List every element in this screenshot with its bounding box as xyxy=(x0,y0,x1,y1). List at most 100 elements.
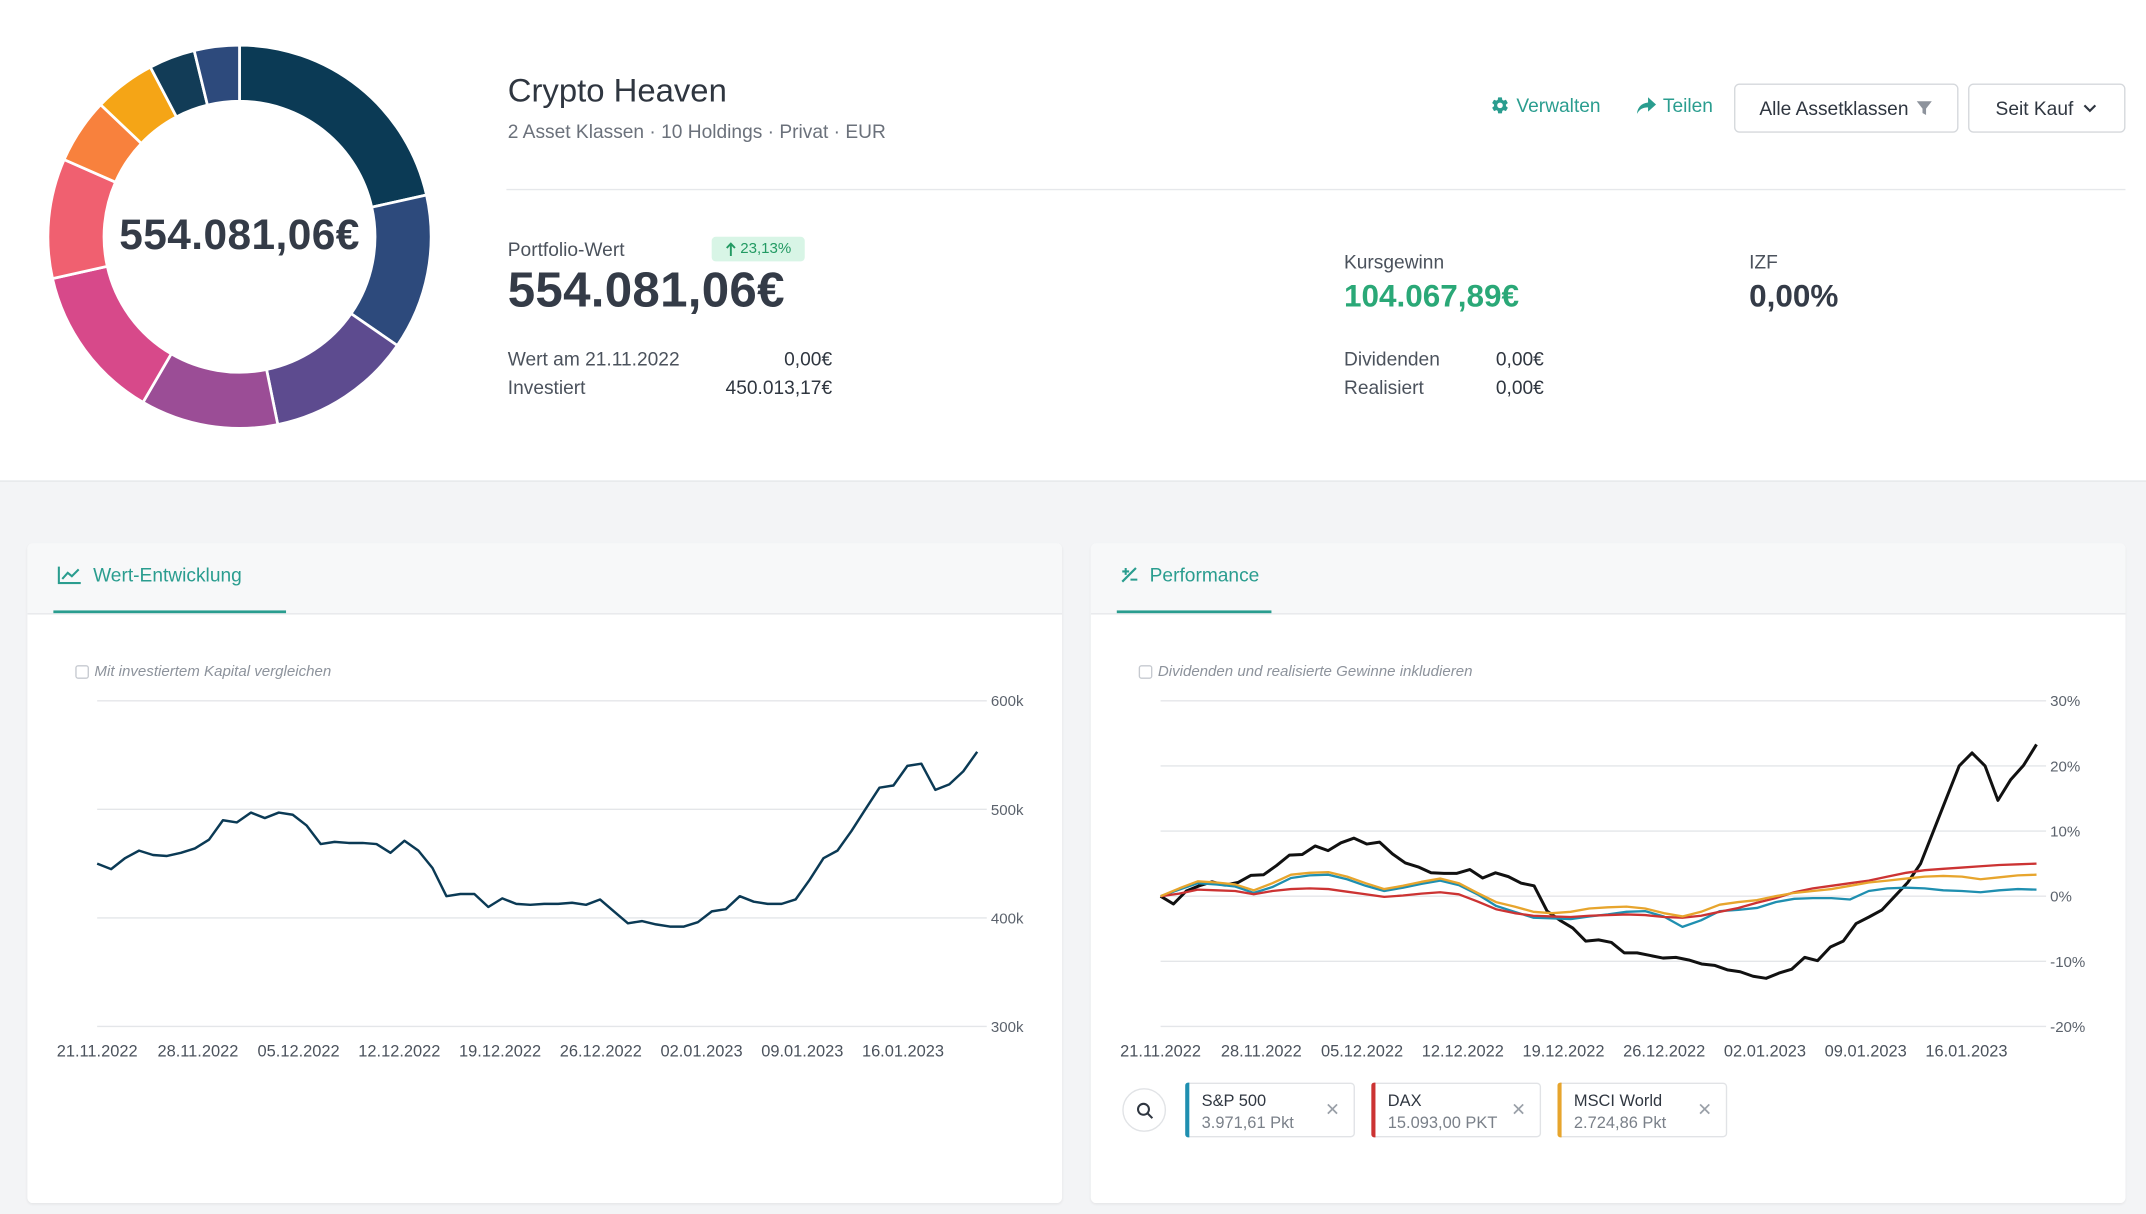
period-dropdown[interactable]: Seit Kauf xyxy=(1968,83,2126,133)
realized-label: Realisiert xyxy=(1343,376,1424,399)
x-tick-label: 09.01.2023 xyxy=(1825,1043,1907,1061)
gear-icon xyxy=(1492,97,1508,114)
value-line-chart[interactable]: 600k 500k 400k 300k 21.11.2022 28.11.2022 05.1… xyxy=(27,680,1062,1091)
value-card-header: Wert-Entwicklung xyxy=(27,543,1063,615)
performance-line-chart[interactable]: 30% 20% 10% 0% -10% -20% 21.11.2022 28.11.2022 0… xyxy=(1091,680,2126,1091)
x-tick-label: 28.11.2022 xyxy=(157,1043,238,1061)
include-dividends-checkbox-row[interactable]: Dividenden und realisierte Gewinne inklu… xyxy=(1138,663,1473,681)
filter-funnel-icon xyxy=(1917,101,1933,115)
benchmark-value: 2.724,86 Pkt xyxy=(1573,1112,1667,1132)
percent-icon xyxy=(1121,567,1138,583)
active-tab-indicator xyxy=(1116,610,1272,614)
remove-benchmark-icon[interactable]: ✕ xyxy=(1324,1099,1340,1120)
series-line-msci-world[interactable] xyxy=(1160,870,2037,918)
y-tick-label: 300k xyxy=(991,1019,1024,1036)
benchmark-value: 15.093,00 PKT xyxy=(1387,1112,1498,1132)
dividends-label: Dividenden xyxy=(1343,347,1440,370)
x-tick-label: 21.11.2022 xyxy=(57,1043,138,1061)
portfolio-subtitle: 2 Asset Klassen · 10 Holdings · Privat ·… xyxy=(507,120,886,143)
benchmark-chip-msci-world[interactable]: MSCI World 2.724,86 Pkt ✕ xyxy=(1557,1082,1728,1138)
active-tab-indicator xyxy=(53,610,287,614)
allocation-donut-svg xyxy=(46,43,433,430)
portfolio-name: Crypto Heaven xyxy=(507,72,727,110)
value-development-card: Wert-Entwicklung Mit investiertem Kapita… xyxy=(27,543,1063,1204)
remove-benchmark-icon[interactable]: ✕ xyxy=(1511,1099,1527,1120)
donut-segment-10[interactable] xyxy=(192,43,241,107)
x-tick-label: 28.11.2022 xyxy=(1221,1043,1302,1061)
x-tick-label: 12.12.2022 xyxy=(1422,1043,1504,1061)
realized-value: 0,00€ xyxy=(1495,376,1544,399)
share-arrow-icon xyxy=(1636,96,1657,114)
tab-performance-label: Performance xyxy=(1149,563,1260,586)
benchmark-color-bar xyxy=(1557,1082,1562,1138)
benchmark-chip-sp500[interactable]: S&P 500 3.971,61 Pkt ✕ xyxy=(1185,1082,1355,1138)
benchmark-name: S&P 500 xyxy=(1201,1090,1267,1110)
benchmark-value: 3.971,61 Pkt xyxy=(1201,1112,1294,1132)
y-tick-label: 0% xyxy=(2050,889,2072,906)
benchmark-chip-dax[interactable]: DAX 15.093,00 PKT ✕ xyxy=(1371,1082,1542,1138)
header-divider xyxy=(506,188,2126,191)
benchmark-name: MSCI World xyxy=(1573,1090,1663,1110)
share-button[interactable]: Teilen xyxy=(1636,94,1713,117)
arrow-up-icon xyxy=(725,242,736,256)
include-dividends-checkbox[interactable] xyxy=(1138,665,1153,679)
include-dividends-label: Dividenden und realisierte Gewinne inklu… xyxy=(1157,663,1473,681)
compare-invested-label: Mit investiertem Kapital vergleichen xyxy=(94,663,332,681)
y-tick-label: 10% xyxy=(2050,824,2080,841)
allocation-donut-chart[interactable]: 554.081,06€ xyxy=(41,38,438,435)
y-tick-label: 500k xyxy=(991,802,1024,819)
y-tick-label: 400k xyxy=(991,910,1024,927)
benchmark-search-button[interactable] xyxy=(1122,1088,1167,1132)
performance-card: Performance Dividenden und realisierte G… xyxy=(1090,543,2126,1204)
start-value: 0,00€ xyxy=(784,347,833,370)
compare-invested-checkbox-row[interactable]: Mit investiertem Kapital vergleichen xyxy=(75,664,331,680)
period-dropdown-label: Seit Kauf xyxy=(1995,97,2074,120)
portfolio-value: 554.081,06€ xyxy=(507,261,785,318)
series-line-portfolio-value[interactable] xyxy=(96,751,979,928)
compare-invested-checkbox[interactable] xyxy=(75,665,89,679)
y-tick-label: -20% xyxy=(2050,1019,2085,1036)
invested-label: Investiert xyxy=(507,376,586,399)
benchmark-color-bar xyxy=(1371,1082,1376,1138)
irr-value: 0,00% xyxy=(1749,277,1839,314)
x-tick-label: 26.12.2022 xyxy=(560,1043,642,1061)
series-line-dax[interactable] xyxy=(1160,862,2037,919)
donut-segment-5[interactable] xyxy=(50,264,174,405)
benchmark-color-bar xyxy=(1185,1082,1190,1138)
series-line-portfolio[interactable] xyxy=(1159,743,2038,980)
series-line-s-p-500[interactable] xyxy=(1160,873,2037,929)
tab-value-development[interactable]: Wert-Entwicklung xyxy=(57,563,242,586)
invested-value: 450.013,17€ xyxy=(725,376,833,399)
manage-button-label: Verwalten xyxy=(1516,94,1601,117)
x-tick-label: 05.12.2022 xyxy=(258,1043,340,1061)
performance-card-header: Performance xyxy=(1090,543,2126,615)
portfolio-value-label: Portfolio-Wert xyxy=(507,238,625,261)
x-tick-label: 21.11.2022 xyxy=(1120,1043,1201,1061)
x-tick-label: 16.01.2023 xyxy=(862,1043,944,1061)
asset-class-filter-button[interactable]: Alle Assetklassen xyxy=(1734,83,1959,133)
x-tick-label: 19.12.2022 xyxy=(1522,1043,1604,1061)
donut-total-value: 554.081,06€ xyxy=(119,210,360,259)
remove-benchmark-icon[interactable]: ✕ xyxy=(1697,1099,1713,1120)
y-tick-label: 20% xyxy=(2050,758,2080,775)
x-tick-label: 09.01.2023 xyxy=(761,1043,843,1061)
x-tick-label: 02.01.2023 xyxy=(660,1043,742,1061)
change-badge: 23,13% xyxy=(711,236,805,262)
benchmark-name: DAX xyxy=(1387,1090,1422,1110)
tab-value-development-label: Wert-Entwicklung xyxy=(93,563,242,586)
dividends-value: 0,00€ xyxy=(1495,347,1544,370)
manage-button[interactable]: Verwalten xyxy=(1490,94,1601,117)
asset-class-filter-label: Alle Assetklassen xyxy=(1759,97,1909,120)
tab-performance[interactable]: Performance xyxy=(1120,563,1260,586)
donut-segment-1[interactable] xyxy=(238,43,429,209)
x-tick-label: 19.12.2022 xyxy=(459,1043,541,1061)
x-tick-label: 16.01.2023 xyxy=(1925,1043,2007,1061)
y-tick-label: 600k xyxy=(991,693,1024,710)
share-button-label: Teilen xyxy=(1662,94,1713,117)
change-badge-value: 23,13% xyxy=(740,240,792,258)
price-gain-label: Kursgewinn xyxy=(1343,250,1445,273)
irr-label: IZF xyxy=(1749,250,1778,273)
y-tick-label: -10% xyxy=(2050,954,2085,971)
start-value-label: Wert am 21.11.2022 xyxy=(507,347,680,370)
x-tick-label: 02.01.2023 xyxy=(1724,1043,1806,1061)
